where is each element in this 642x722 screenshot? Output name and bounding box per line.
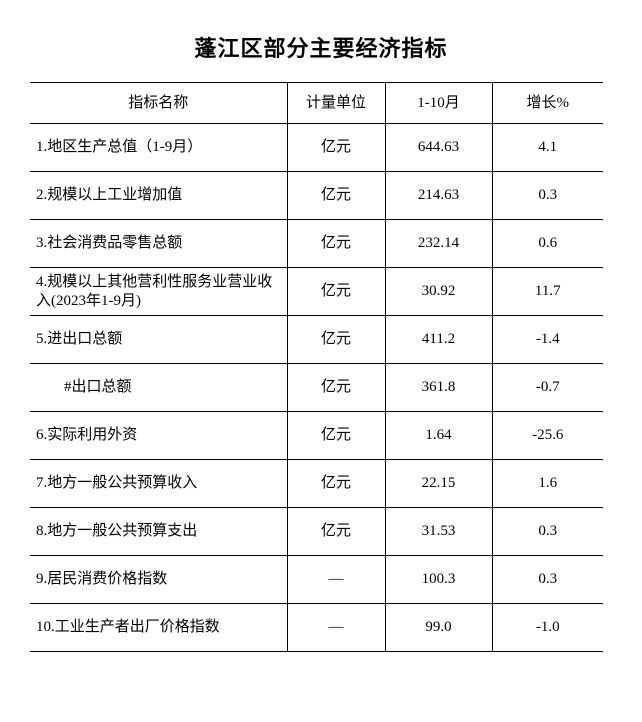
value-cell: 214.63 bbox=[385, 171, 493, 220]
growth-cell: -1.4 bbox=[535, 331, 560, 348]
table-body: 1.地区生产总值（1-9月） 亿元 644.63 4.1 2.规模以上工业增加值… bbox=[30, 123, 603, 652]
growth-cell: 0.3 bbox=[538, 187, 558, 204]
page-title: 蓬江区部分主要经济指标 bbox=[194, 36, 448, 61]
growth-cell: 0.3 bbox=[538, 523, 558, 540]
growth-cell: -0.7 bbox=[535, 379, 560, 396]
unit-cell: 亿元 bbox=[287, 123, 386, 172]
indicator-name-cell: 2.规模以上工业增加值 bbox=[30, 171, 288, 220]
header-growth: 增长% bbox=[526, 94, 570, 111]
unit-cell: — bbox=[287, 603, 386, 652]
table-row: 7.地方一般公共预算收入 亿元 22.15 1.6 bbox=[30, 459, 603, 508]
unit-cell: 亿元 bbox=[287, 507, 386, 556]
indicator-name-cell: 9.居民消费价格指数 bbox=[30, 555, 288, 604]
indicator-name-cell: 1.地区生产总值（1-9月） bbox=[30, 123, 288, 172]
header-indicator-name: 指标名称 bbox=[30, 82, 288, 124]
growth-cell: 11.7 bbox=[534, 283, 561, 300]
value-cell: 232.14 bbox=[385, 219, 493, 268]
table-row: #出口总额 亿元 361.8 -0.7 bbox=[30, 363, 603, 412]
table-row: 4.规模以上其他营利性服务业营业收入(2023年1-9月) 亿元 30.92 1… bbox=[30, 267, 603, 316]
table-row: 8.地方一般公共预算支出 亿元 31.53 0.3 bbox=[30, 507, 603, 556]
indicator-name-cell: 8.地方一般公共预算支出 bbox=[30, 507, 288, 556]
growth-cell: 0.3 bbox=[538, 571, 558, 588]
indicator-name-cell: 10.工业生产者出厂价格指数 bbox=[30, 603, 288, 652]
growth-cell: 0.6 bbox=[538, 235, 558, 252]
value-cell: 22.15 bbox=[385, 459, 493, 508]
value-cell: 1.64 bbox=[385, 411, 493, 460]
indicator-name-cell: 3.社会消费品零售总额 bbox=[30, 219, 288, 268]
value-cell: 100.3 bbox=[385, 555, 493, 604]
economic-indicators-table: 指标名称 计量单位 1-10月 增长% 1.地区生产总值（1-9月） 亿元 64… bbox=[30, 82, 603, 652]
value-cell: 30.92 bbox=[385, 267, 493, 316]
growth-cell: 1.6 bbox=[538, 475, 558, 492]
table-row: 5.进出口总额 亿元 411.2 -1.4 bbox=[30, 315, 603, 364]
unit-cell: — bbox=[287, 555, 386, 604]
value-cell: 644.63 bbox=[385, 123, 493, 172]
indicator-name-cell: 7.地方一般公共预算收入 bbox=[30, 459, 288, 508]
indicator-name-cell: 4.规模以上其他营利性服务业营业收入(2023年1-9月) bbox=[30, 267, 288, 316]
unit-cell: 亿元 bbox=[287, 411, 386, 460]
growth-cell: -1.0 bbox=[535, 619, 560, 636]
value-cell: 411.2 bbox=[385, 315, 493, 364]
indicator-name-cell: #出口总额 bbox=[30, 363, 288, 412]
unit-cell: 亿元 bbox=[287, 219, 386, 268]
table-row: 2.规模以上工业增加值 亿元 214.63 0.3 bbox=[30, 171, 603, 220]
unit-cell: 亿元 bbox=[287, 171, 386, 220]
document-page: 蓬江区部分主要经济指标 指标名称 计量单位 1-10月 增长% 1.地区生产总值… bbox=[0, 31, 642, 652]
header-unit: 计量单位 bbox=[287, 82, 386, 124]
indicator-name-cell: 5.进出口总额 bbox=[30, 315, 288, 364]
value-cell: 31.53 bbox=[385, 507, 493, 556]
table-row: 6.实际利用外资 亿元 1.64 -25.6 bbox=[30, 411, 603, 460]
table-row: 3.社会消费品零售总额 亿元 232.14 0.6 bbox=[30, 219, 603, 268]
growth-cell: -25.6 bbox=[532, 427, 564, 444]
unit-cell: 亿元 bbox=[287, 315, 386, 364]
unit-cell: 亿元 bbox=[287, 267, 386, 316]
indicator-name-cell: 6.实际利用外资 bbox=[30, 411, 288, 460]
header-row: 指标名称 计量单位 1-10月 增长% bbox=[30, 82, 603, 124]
table-row: 9.居民消费价格指数 — 100.3 0.3 bbox=[30, 555, 603, 604]
header-period: 1-10月 bbox=[385, 82, 493, 124]
unit-cell: 亿元 bbox=[287, 363, 386, 412]
unit-cell: 亿元 bbox=[287, 459, 386, 508]
value-cell: 99.0 bbox=[385, 603, 493, 652]
table-row: 10.工业生产者出厂价格指数 — 99.0 -1.0 bbox=[30, 603, 603, 652]
table-row: 1.地区生产总值（1-9月） 亿元 644.63 4.1 bbox=[30, 123, 603, 172]
value-cell: 361.8 bbox=[385, 363, 493, 412]
growth-cell: 4.1 bbox=[538, 139, 558, 156]
